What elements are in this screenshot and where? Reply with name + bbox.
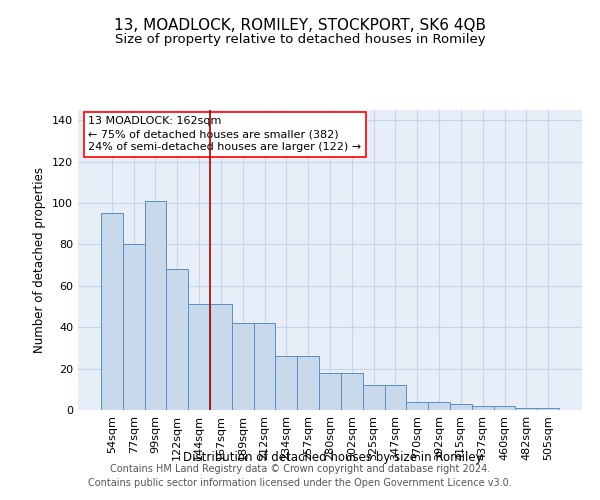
Bar [123,244,145,410]
Text: 13 MOADLOCK: 162sqm
← 75% of detached houses are smaller (382)
24% of semi-detac: 13 MOADLOCK: 162sqm ← 75% of detached ho… [88,116,361,152]
Y-axis label: Number of detached properties: Number of detached properties [34,167,46,353]
Bar [428,402,450,410]
Bar [537,408,559,410]
Bar [145,201,166,410]
Bar [319,373,341,410]
Bar [494,406,515,410]
Bar [254,323,275,410]
Bar [275,356,297,410]
Bar [450,404,472,410]
Bar [472,406,494,410]
Bar [232,323,254,410]
Bar [166,270,188,410]
Bar [515,408,537,410]
Bar [363,385,385,410]
Bar [210,304,232,410]
Text: Distribution of detached houses by size in Romiley: Distribution of detached houses by size … [183,451,483,464]
Bar [101,214,123,410]
Bar [406,402,428,410]
Text: Size of property relative to detached houses in Romiley: Size of property relative to detached ho… [115,32,485,46]
Bar [385,385,406,410]
Text: Contains HM Land Registry data © Crown copyright and database right 2024.
Contai: Contains HM Land Registry data © Crown c… [88,464,512,487]
Text: 13, MOADLOCK, ROMILEY, STOCKPORT, SK6 4QB: 13, MOADLOCK, ROMILEY, STOCKPORT, SK6 4Q… [114,18,486,32]
Bar [188,304,210,410]
Bar [297,356,319,410]
Bar [341,373,363,410]
